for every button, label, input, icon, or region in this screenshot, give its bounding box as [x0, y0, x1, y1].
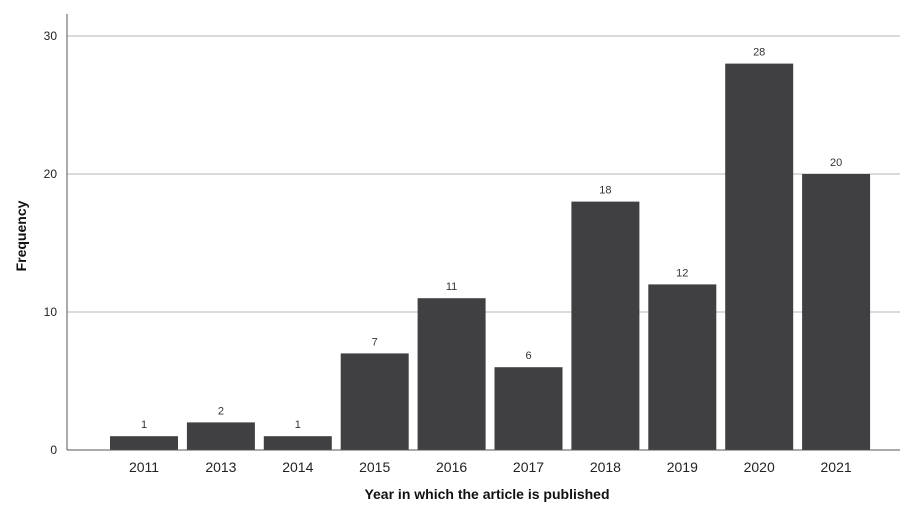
x-tick-label-2015: 2015 — [359, 459, 390, 475]
x-axis-title: Year in which the article is published — [364, 486, 609, 502]
y-tick-label: 30 — [44, 29, 58, 43]
bar-2020 — [725, 63, 794, 450]
x-tick-label-2014: 2014 — [282, 459, 313, 475]
y-tick-labels: 0 10 20 30 — [44, 29, 58, 457]
bar-2011 — [110, 436, 178, 450]
x-tick-label-2019: 2019 — [667, 459, 698, 475]
x-tick-label-2018: 2018 — [590, 459, 621, 475]
y-tick-label: 20 — [44, 167, 58, 181]
bar-2013 — [186, 422, 255, 450]
y-axis-title: Frequency — [13, 200, 29, 271]
data-label-2015: 7 — [372, 336, 378, 348]
data-label-2016: 11 — [446, 281, 457, 293]
data-label-2011: 1 — [141, 419, 147, 431]
y-tick-label: 10 — [44, 305, 58, 319]
data-label-2020: 28 — [753, 47, 765, 59]
data-label-2017: 6 — [525, 350, 531, 362]
bar-2021 — [802, 174, 871, 450]
bar-2018 — [571, 201, 640, 450]
bar-2017 — [494, 367, 563, 450]
x-tick-label-2021: 2021 — [821, 459, 852, 475]
bar-2014 — [263, 436, 332, 450]
bar-2016 — [417, 298, 486, 450]
data-label-2019: 12 — [676, 267, 688, 279]
bar-2019 — [648, 284, 717, 450]
x-tick-label-2013: 2013 — [205, 459, 236, 475]
data-label-2018: 18 — [599, 185, 611, 197]
x-tick-label-2020: 2020 — [744, 459, 775, 475]
y-tick-label: 0 — [50, 443, 57, 457]
x-tick-labels: 2011 2013 2014 2015 2016 2017 2018 2019 2020 2021 — [129, 459, 852, 475]
bar-2015 — [340, 353, 409, 450]
x-tick-label-2011: 2011 — [129, 459, 159, 475]
x-tick-label-2016: 2016 — [436, 459, 467, 475]
data-label-2021: 20 — [830, 157, 842, 169]
data-label-2013: 2 — [218, 405, 224, 417]
bars — [110, 63, 871, 450]
x-tick-label-2017: 2017 — [513, 459, 544, 475]
data-label-2014: 1 — [295, 419, 301, 431]
